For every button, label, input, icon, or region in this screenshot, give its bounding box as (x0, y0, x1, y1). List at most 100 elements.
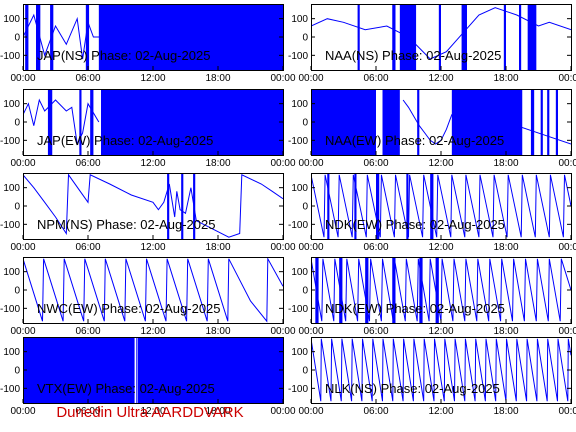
chart-title: NPM(NS) Phase: 02-Aug-2025 (37, 217, 215, 232)
plot-area (23, 89, 283, 155)
dense-trace-region (530, 89, 535, 155)
x-tick-label: 18:00 (205, 406, 230, 417)
x-tick-label: 18:00 (205, 242, 230, 253)
y-tick-label: -100 (0, 51, 20, 62)
plot-area (23, 337, 283, 403)
phase-trace (402, 99, 571, 145)
dense-trace-region (36, 4, 41, 70)
dense-trace-region (23, 337, 135, 403)
y-tick-label: 100 (3, 99, 20, 110)
dense-trace-region (382, 89, 400, 155)
x-tick-label: 18:00 (205, 158, 230, 169)
x-tick-label: 00:00 (270, 158, 295, 169)
dense-trace-region (339, 257, 343, 323)
chart-title: VTX(EW) Phase: 02-Aug-2025 (37, 381, 215, 396)
chart-panel-4: 1000-10000:0006:0012:0018:0000:00NAA(EW)… (288, 89, 576, 169)
y-tick-label: -100 (288, 51, 308, 62)
dense-trace-region (406, 173, 409, 239)
chart-title: NDK(EW) Phase: 02-Aug-2025 (325, 217, 505, 232)
dense-trace-region (519, 4, 522, 70)
y-tick-label: 0 (302, 118, 308, 129)
y-tick-label: -100 (0, 304, 20, 315)
y-tick-label: 100 (3, 267, 20, 278)
phase-trace (23, 173, 283, 238)
y-tick-label: 100 (291, 99, 308, 110)
dense-trace-region (430, 173, 434, 239)
x-tick-label: 00:00 (10, 158, 35, 169)
x-tick-label: 00:00 (270, 242, 295, 253)
dense-trace-region (461, 4, 467, 70)
x-tick-label: 18:00 (493, 158, 518, 169)
x-tick-label: 00:00 (298, 73, 323, 84)
y-tick-label: -100 (0, 384, 20, 395)
plot-area (311, 89, 571, 155)
dense-trace-region (419, 257, 423, 323)
y-tick-label: 100 (291, 183, 308, 194)
y-tick-label: 0 (14, 202, 20, 213)
phase-trace (311, 338, 571, 402)
x-tick-label: 00:00 (298, 158, 323, 169)
x-tick-label: 18:00 (493, 326, 518, 337)
x-tick-label: 06:00 (75, 326, 100, 337)
y-tick-label: -100 (288, 220, 308, 231)
x-tick-label: 00:00 (558, 242, 576, 253)
dense-trace-region (376, 173, 380, 239)
dense-trace-region (438, 4, 441, 70)
dense-trace-region (311, 89, 376, 155)
x-tick-label: 06:00 (75, 406, 100, 417)
phase-trace (23, 13, 283, 60)
x-tick-label: 18:00 (493, 242, 518, 253)
x-tick-label: 00:00 (298, 406, 323, 417)
x-tick-label: 12:00 (428, 326, 453, 337)
chart-title: NAA(NS) Phase: 02-Aug-2025 (325, 48, 501, 63)
plot-area (23, 4, 283, 70)
dense-trace-region (540, 89, 543, 155)
x-tick-label: 06:00 (363, 158, 388, 169)
x-tick-label: 00:00 (270, 326, 295, 337)
x-tick-label: 06:00 (363, 406, 388, 417)
chart-title: NLK(NS) Phase: 02-Aug-2025 (325, 381, 500, 396)
chart-panel-2: 1000-10000:0006:0012:0018:0000:00NAA(NS)… (288, 4, 576, 84)
y-tick-label: -100 (288, 384, 308, 395)
x-tick-label: 12:00 (428, 73, 453, 84)
y-tick-label: 0 (302, 366, 308, 377)
dense-trace-region (417, 89, 420, 155)
dense-trace-region (79, 89, 82, 155)
y-tick-label: 0 (302, 33, 308, 44)
phase-trace (23, 257, 283, 323)
x-tick-label: 12:00 (428, 158, 453, 169)
phase-trace (311, 258, 571, 322)
dense-trace-region (90, 89, 94, 155)
y-tick-label: 100 (3, 183, 20, 194)
dense-trace-region (47, 89, 53, 155)
dense-trace-region (392, 4, 396, 70)
dense-trace-region (555, 89, 558, 155)
plot-area (311, 173, 571, 239)
dense-trace-region (85, 4, 90, 70)
phase-trace (311, 174, 571, 238)
y-tick-label: -100 (288, 304, 308, 315)
y-tick-label: 100 (291, 267, 308, 278)
x-tick-label: 00:00 (10, 326, 35, 337)
y-tick-label: 100 (3, 347, 20, 358)
chart-title: JAP(EW) Phase: 02-Aug-2025 (37, 133, 213, 148)
y-tick-label: -100 (0, 136, 20, 147)
x-tick-label: 00:00 (270, 73, 295, 84)
dense-trace-region (327, 173, 330, 239)
phase-trace (311, 7, 571, 60)
plot-area (311, 338, 571, 402)
y-tick-label: 0 (14, 33, 20, 44)
x-tick-label: 06:00 (363, 326, 388, 337)
y-tick-label: 0 (14, 286, 20, 297)
chart-panel-6: 1000-10000:0006:0012:0018:0000:00NDK(EW)… (288, 173, 576, 253)
dense-trace-region (167, 173, 170, 239)
x-tick-label: 18:00 (493, 73, 518, 84)
x-tick-label: 00:00 (298, 242, 323, 253)
x-tick-label: 12:00 (428, 406, 453, 417)
x-tick-label: 06:00 (75, 158, 100, 169)
y-tick-label: 100 (291, 14, 308, 25)
